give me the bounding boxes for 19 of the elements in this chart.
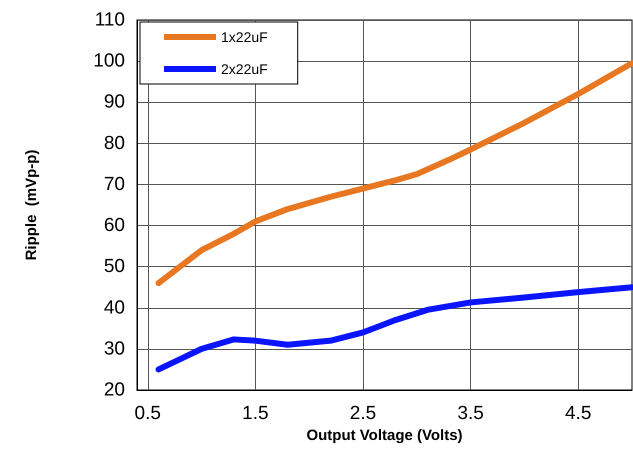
x-tick-label: 0.5 — [134, 403, 161, 424]
y-tick-label: 20 — [104, 380, 125, 400]
y-tick-label: 40 — [104, 297, 125, 318]
y-tick-label: 80 — [104, 132, 125, 154]
y-tick-label: 60 — [104, 215, 125, 236]
y-tick-label: 100 — [93, 50, 125, 72]
legend-label: 2x22uF — [221, 61, 268, 77]
x-tick-label: 4.5 — [564, 403, 592, 424]
y-axis-title: Ripple (mVp-p) — [23, 150, 40, 260]
x-tick-label: 1.5 — [242, 403, 269, 424]
y-tick-label: 70 — [104, 174, 125, 195]
x-tick-label: 3.5 — [457, 403, 484, 424]
x-axis-title: Output Voltage (Volts) — [306, 426, 463, 444]
y-tick-label: 90 — [104, 92, 125, 113]
y-tick-label: 110 — [94, 10, 125, 30]
legend-label: 1x22uF — [221, 29, 268, 45]
x-tick-label: 2.5 — [350, 403, 376, 424]
y-tick-label: 50 — [104, 256, 125, 278]
y-tick-label: 30 — [104, 338, 125, 360]
